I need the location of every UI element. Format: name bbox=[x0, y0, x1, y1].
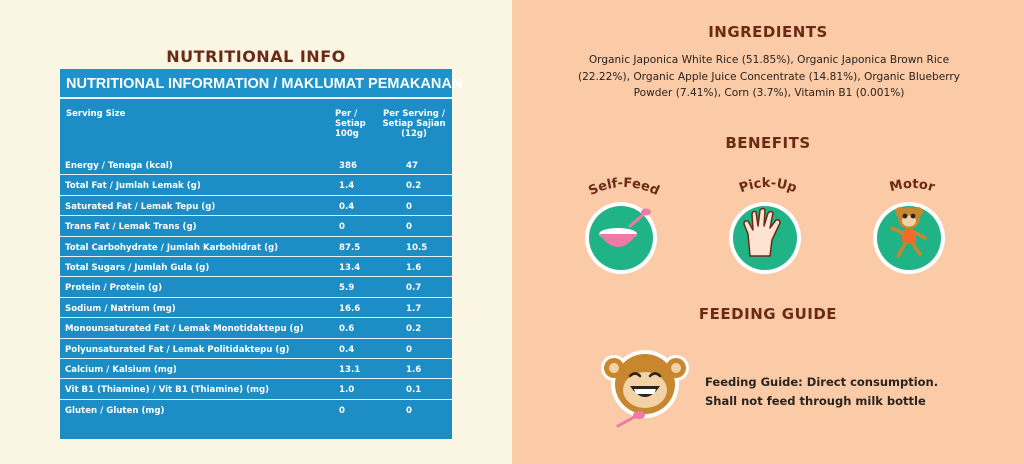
bowl-spoon-icon bbox=[599, 208, 651, 247]
nutrition-table: NUTRITIONAL INFORMATION / MAKLUMAT PEMAK… bbox=[60, 69, 462, 439]
nutrition-section-title: NUTRITIONAL INFO bbox=[166, 47, 346, 66]
nutrition-rows: Energy / Tenaga (kcal) 386 47 Total Fat / … bbox=[60, 155, 452, 420]
table-row: Polyunsaturated Fat / Lemak Politidaktep… bbox=[60, 339, 452, 359]
table-row: Gluten / Gluten (mg) 0 0 bbox=[65, 405, 412, 416]
feeding-guide-text: Feeding Guide: Direct consumption. Shall… bbox=[705, 373, 938, 411]
table-row: Energy / Tenaga (kcal) 386 47 bbox=[60, 155, 452, 176]
monkey-dancing-icon bbox=[890, 207, 927, 258]
benefit-label: Pick-Up bbox=[737, 176, 798, 196]
hand-icon bbox=[743, 207, 781, 257]
ingredients-title: INGREDIENTS bbox=[708, 23, 828, 41]
table-row: Total Carbohydrate / Jumlah Karbohidrat … bbox=[60, 237, 452, 257]
table-row: Sodium / Natrium (mg) 16.6 1.7 bbox=[60, 298, 452, 319]
col-serving-size: Serving Size bbox=[66, 109, 126, 119]
feeding-guide-line-2: Shall not feed through milk bottle bbox=[705, 394, 926, 408]
feeding-guide-line-1: Feeding Guide: Direct consumption. bbox=[705, 375, 939, 389]
table-row: Trans Fat / Lemak Trans (g) 0 0 bbox=[60, 216, 452, 237]
benefit-pick-up: Pick-Up bbox=[718, 168, 818, 278]
table-row: Vit B1 (Thiamine) / Vit B1 (Thiamine) (m… bbox=[60, 379, 452, 400]
feeding-guide-title: FEEDING GUIDE bbox=[698, 305, 838, 323]
benefit-self-feed: Self-Feed bbox=[574, 168, 674, 278]
table-row: Total Fat / Jumlah Lemak (g) 1.4 0.2 bbox=[60, 175, 452, 196]
col-per-serving: Per Serving / Setiap Sajian (12g) bbox=[382, 109, 446, 139]
table-row: Calcium / Kalsium (mg) 13.1 1.6 bbox=[60, 359, 452, 380]
benefits-title: BENEFITS bbox=[725, 134, 811, 152]
table-row: Total Sugars / Jumlah Gula (g) 13.4 1.6 bbox=[60, 257, 452, 278]
col-per-100g: Per / Setiap 100g bbox=[335, 109, 366, 139]
monkey-face-icon bbox=[598, 346, 698, 438]
table-row: Saturated Fat / Lemak Tepu (g) 0.4 0 bbox=[60, 196, 452, 217]
benefit-label: Motor bbox=[888, 177, 937, 196]
nutrition-table-title: NUTRITIONAL INFORMATION / MAKLUMAT PEMAK… bbox=[60, 69, 462, 99]
table-row: Protein / Protein (g) 5.9 0.7 bbox=[60, 277, 452, 298]
ingredients-text: Organic Japonica White Rice (51.85%), Or… bbox=[577, 54, 961, 99]
table-row: Monounsaturated Fat / Lemak Monotidaktep… bbox=[60, 318, 452, 339]
benefit-motor: Motor bbox=[862, 168, 962, 278]
svg-text:Motor: Motor bbox=[888, 177, 937, 196]
svg-text:Self-Feed: Self-Feed bbox=[586, 176, 661, 199]
svg-text:Pick-Up: Pick-Up bbox=[737, 176, 798, 196]
benefit-label: Self-Feed bbox=[586, 176, 661, 199]
